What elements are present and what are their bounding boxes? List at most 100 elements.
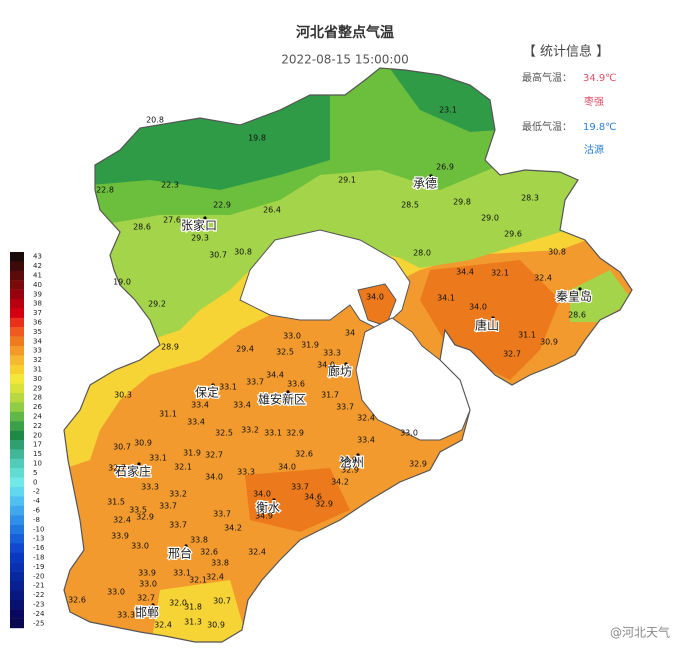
station-temp: 22.8 xyxy=(96,186,114,195)
station-temp: 32.4 xyxy=(248,548,266,557)
legend-tick: 38 xyxy=(33,300,42,308)
station-temp: 33.3 xyxy=(237,468,255,477)
station-temp: 33.3 xyxy=(117,611,135,620)
city-dot xyxy=(578,287,582,291)
station-temp: 31.9 xyxy=(301,341,319,350)
station-temp: 30.9 xyxy=(540,338,558,347)
station-temp: 32.4 xyxy=(154,621,172,630)
station-temp: 32.9 xyxy=(136,513,154,522)
station-temp: 33.0 xyxy=(283,332,301,341)
station-temp: 29.0 xyxy=(481,214,499,223)
legend-tick: 24 xyxy=(33,413,42,421)
legend-tick: -2 xyxy=(33,488,40,496)
legend-tick: 37 xyxy=(33,309,42,317)
legend-tick: -24 xyxy=(33,610,45,618)
station-temp: 32.7 xyxy=(205,451,223,460)
station-temp: 32.9 xyxy=(315,500,333,509)
station-temp: 32.6 xyxy=(200,548,218,557)
city-name: 衡水 xyxy=(256,501,280,515)
station-temp: 33.1 xyxy=(173,569,191,578)
min-value: 19.8℃ xyxy=(583,122,617,133)
time: 2022-08-15 15:00:00 xyxy=(281,53,408,67)
station-temp: 30.7 xyxy=(213,597,231,606)
station-temp: 32.9 xyxy=(341,466,359,475)
legend-swatch xyxy=(10,270,24,281)
station-temp: 34 xyxy=(345,329,355,338)
city-dot xyxy=(344,362,348,366)
legend-swatch xyxy=(10,440,24,450)
city-dot xyxy=(356,453,360,457)
station-temp: 32.1 xyxy=(189,576,207,585)
station-temp: 31.8 xyxy=(184,603,202,612)
legend-swatch xyxy=(10,505,24,516)
station-temp: 28.6 xyxy=(133,223,151,232)
station-temp: 31.3 xyxy=(184,618,202,627)
station-temp: 34.6 xyxy=(304,493,322,502)
legend-tick: 5 xyxy=(33,469,37,477)
station-temp: 34.0 xyxy=(317,361,335,370)
city-dot xyxy=(203,216,207,220)
station-temp: 33.2 xyxy=(241,426,259,435)
sanhe-enclave xyxy=(357,283,397,327)
city-name: 邯郸 xyxy=(135,605,159,620)
station-temp: 34.9 xyxy=(255,512,273,521)
station-temp: 33.9 xyxy=(111,532,129,541)
city-name: 张家口 xyxy=(181,218,217,233)
station-temp: 32.7 xyxy=(137,594,155,603)
city-dot xyxy=(429,174,433,178)
legend-swatch xyxy=(10,496,24,506)
city-name: 沧州 xyxy=(340,455,364,470)
stats-heading: 【 统计信息 】 xyxy=(523,44,609,60)
station-temp: 32.4 xyxy=(357,414,375,423)
station-temp: 34.4 xyxy=(456,268,474,277)
station-temp: 29.3 xyxy=(191,234,209,243)
legend-tick: 40 xyxy=(33,281,42,289)
station-temp: 33.7 xyxy=(291,483,309,492)
station-temp: 32.1 xyxy=(491,269,509,278)
legend-swatch xyxy=(10,421,24,431)
legend-tick: 0 xyxy=(33,478,37,486)
legend-swatch xyxy=(10,299,24,309)
station-temp: 33.0 xyxy=(400,429,418,438)
station-temp: 28.9 xyxy=(161,343,179,352)
legend-swatch xyxy=(10,280,24,290)
max-station: 枣强 xyxy=(584,96,604,108)
station-temp: 34.0 xyxy=(253,490,271,499)
station-temp: 32.6 xyxy=(295,450,313,459)
station-temp: 26.9 xyxy=(436,163,454,172)
city-dot xyxy=(137,462,141,466)
station-temp: 34.4 xyxy=(266,371,284,380)
legend-swatch xyxy=(10,571,24,582)
city-name: 唐山 xyxy=(475,318,499,333)
min-station: 沽源 xyxy=(584,143,604,156)
legend-swatch xyxy=(10,515,24,525)
station-temp: 33.0 xyxy=(139,580,157,589)
station-temp: 31.9 xyxy=(183,449,201,458)
legend-swatch xyxy=(10,552,24,563)
city-name: 石家庄 xyxy=(115,464,151,479)
station-temp: 33.4 xyxy=(233,401,251,410)
station-temp: 33.8 xyxy=(190,536,208,545)
legend-tick: -10 xyxy=(33,525,44,533)
title: 河北省整点气温 xyxy=(296,24,394,41)
station-temp: 33.2 xyxy=(169,490,187,499)
legend-tick: 43 xyxy=(33,253,42,261)
tianjin-blank xyxy=(355,317,471,441)
station-temp: 32.5 xyxy=(215,429,233,438)
station-temp: 28.0 xyxy=(413,249,431,258)
city-name: 雄安新区 xyxy=(258,392,306,407)
legend-swatch xyxy=(10,430,24,441)
legend-swatch xyxy=(10,581,24,591)
station-temp: 30.9 xyxy=(134,439,152,448)
legend-swatch xyxy=(10,599,24,610)
station-temp: 33.8 xyxy=(211,559,229,568)
city-name: 承德 xyxy=(413,176,437,191)
station-temp: 33.1 xyxy=(264,429,282,438)
legend-tick: 39 xyxy=(33,290,42,298)
legend-tick: -25 xyxy=(33,619,44,627)
station-temp: 34.2 xyxy=(224,524,242,533)
station-temp: 32.4 xyxy=(534,274,552,283)
legend-tick: 17 xyxy=(33,441,42,449)
